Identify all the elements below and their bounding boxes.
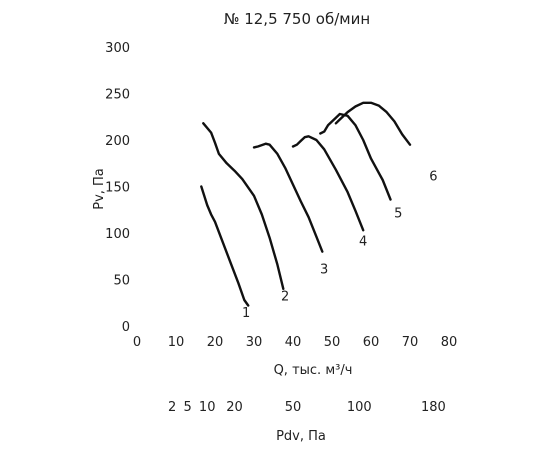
curve-label-4: 4 bbox=[359, 234, 367, 249]
secondary-tick-label: 5 bbox=[184, 400, 192, 415]
x-tick-label: 20 bbox=[207, 335, 224, 350]
y-axis: 0 50 100 150 200 250 300 bbox=[105, 41, 130, 335]
curve-1 bbox=[200, 185, 250, 307]
x-tick-label: 70 bbox=[402, 335, 419, 350]
secondary-tick-label: 180 bbox=[421, 400, 446, 415]
y-tick-label: 0 bbox=[122, 320, 130, 335]
x-axis: 0 10 20 30 40 50 60 70 80 bbox=[133, 335, 457, 350]
secondary-axis-label: Pdv, Па bbox=[276, 429, 326, 444]
x-tick-label: 30 bbox=[246, 335, 263, 350]
curve-2 bbox=[202, 122, 285, 290]
x-tick-label: 40 bbox=[285, 335, 302, 350]
curve-6 bbox=[334, 101, 412, 146]
y-tick-label: 300 bbox=[105, 41, 130, 56]
y-tick-label: 150 bbox=[105, 181, 130, 196]
x-tick-label: 10 bbox=[168, 335, 185, 350]
x-tick-label: 0 bbox=[133, 335, 141, 350]
plot-area bbox=[200, 101, 412, 307]
curve-label-1: 1 bbox=[242, 306, 250, 321]
y-tick-label: 100 bbox=[105, 227, 130, 242]
secondary-tick-label: 50 bbox=[285, 400, 302, 415]
curve-5 bbox=[319, 112, 392, 201]
x-tick-label: 50 bbox=[324, 335, 341, 350]
secondary-tick-label: 20 bbox=[226, 400, 243, 415]
chart-title: № 12,5 750 об/мин bbox=[224, 10, 370, 28]
y-tick-label: 50 bbox=[113, 274, 130, 289]
curve-label-6: 6 bbox=[429, 169, 437, 184]
secondary-tick-label: 100 bbox=[347, 400, 372, 415]
x-tick-label: 60 bbox=[363, 335, 380, 350]
curve-labels: 1 2 3 4 5 6 bbox=[242, 169, 437, 321]
x-tick-label: 80 bbox=[441, 335, 458, 350]
curve-label-3: 3 bbox=[320, 262, 328, 277]
curve-label-2: 2 bbox=[281, 289, 289, 304]
secondary-tick-label: 10 bbox=[199, 400, 216, 415]
secondary-tick-label: 2 bbox=[168, 400, 176, 415]
y-tick-label: 200 bbox=[105, 134, 130, 149]
y-axis-label: Pv, Па bbox=[92, 168, 107, 210]
curve-4 bbox=[291, 135, 365, 232]
curve-label-5: 5 bbox=[394, 207, 402, 222]
secondary-axis: 2 5 10 20 50 100 180 bbox=[168, 400, 446, 415]
x-axis-label: Q, тыс. м³/ч bbox=[274, 363, 353, 378]
curve-3 bbox=[252, 142, 324, 253]
y-tick-label: 250 bbox=[105, 88, 130, 103]
